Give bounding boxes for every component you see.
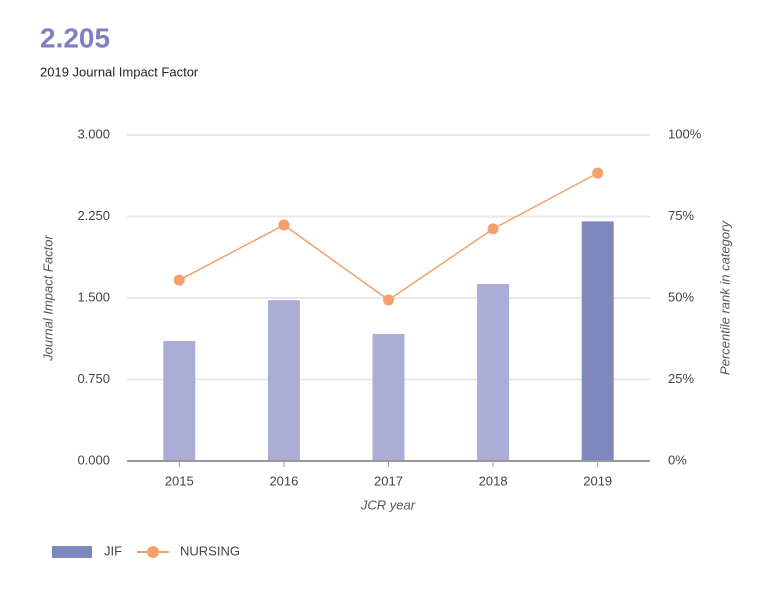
y-axis-title: Journal Impact Factor [40,234,55,361]
y2-tick-label: 0% [668,452,687,467]
y-tick-label: 3.000 [77,126,110,141]
point [173,274,185,286]
y-tick-label: 2.250 [77,208,110,223]
headline: 2.205 [40,22,110,53]
x-tick-label: 2017 [374,473,403,488]
legend-label: JIF [104,543,122,558]
legend-swatch [52,546,92,558]
bar [477,283,510,461]
point [278,219,290,231]
point [592,167,604,179]
y2-tick-label: 25% [668,371,694,386]
y2-axis-title: Percentile rank in category [717,220,732,375]
y-tick-label: 0.000 [77,452,110,467]
x-tick-label: 2016 [269,473,298,488]
legend-label: NURSING [180,543,240,558]
bar [581,221,614,461]
y2-tick-label: 100% [668,126,702,141]
x-axis-title: JCR year [360,497,416,512]
y2-tick-label: 75% [668,208,694,223]
chart-title: 2019 Journal Impact Factor [40,64,199,79]
bar [267,300,300,461]
x-tick-label: 2015 [165,473,194,488]
point [487,223,499,235]
legend-swatch [147,546,159,558]
y-tick-label: 0.750 [77,371,110,386]
y2-tick-label: 50% [668,289,694,304]
point [383,294,394,306]
x-tick-label: 2018 [479,473,508,488]
line [178,172,599,301]
bar [163,341,196,461]
bar [372,333,405,461]
x-tick-label: 2019 [583,473,612,488]
y-tick-label: 1.500 [77,289,110,304]
